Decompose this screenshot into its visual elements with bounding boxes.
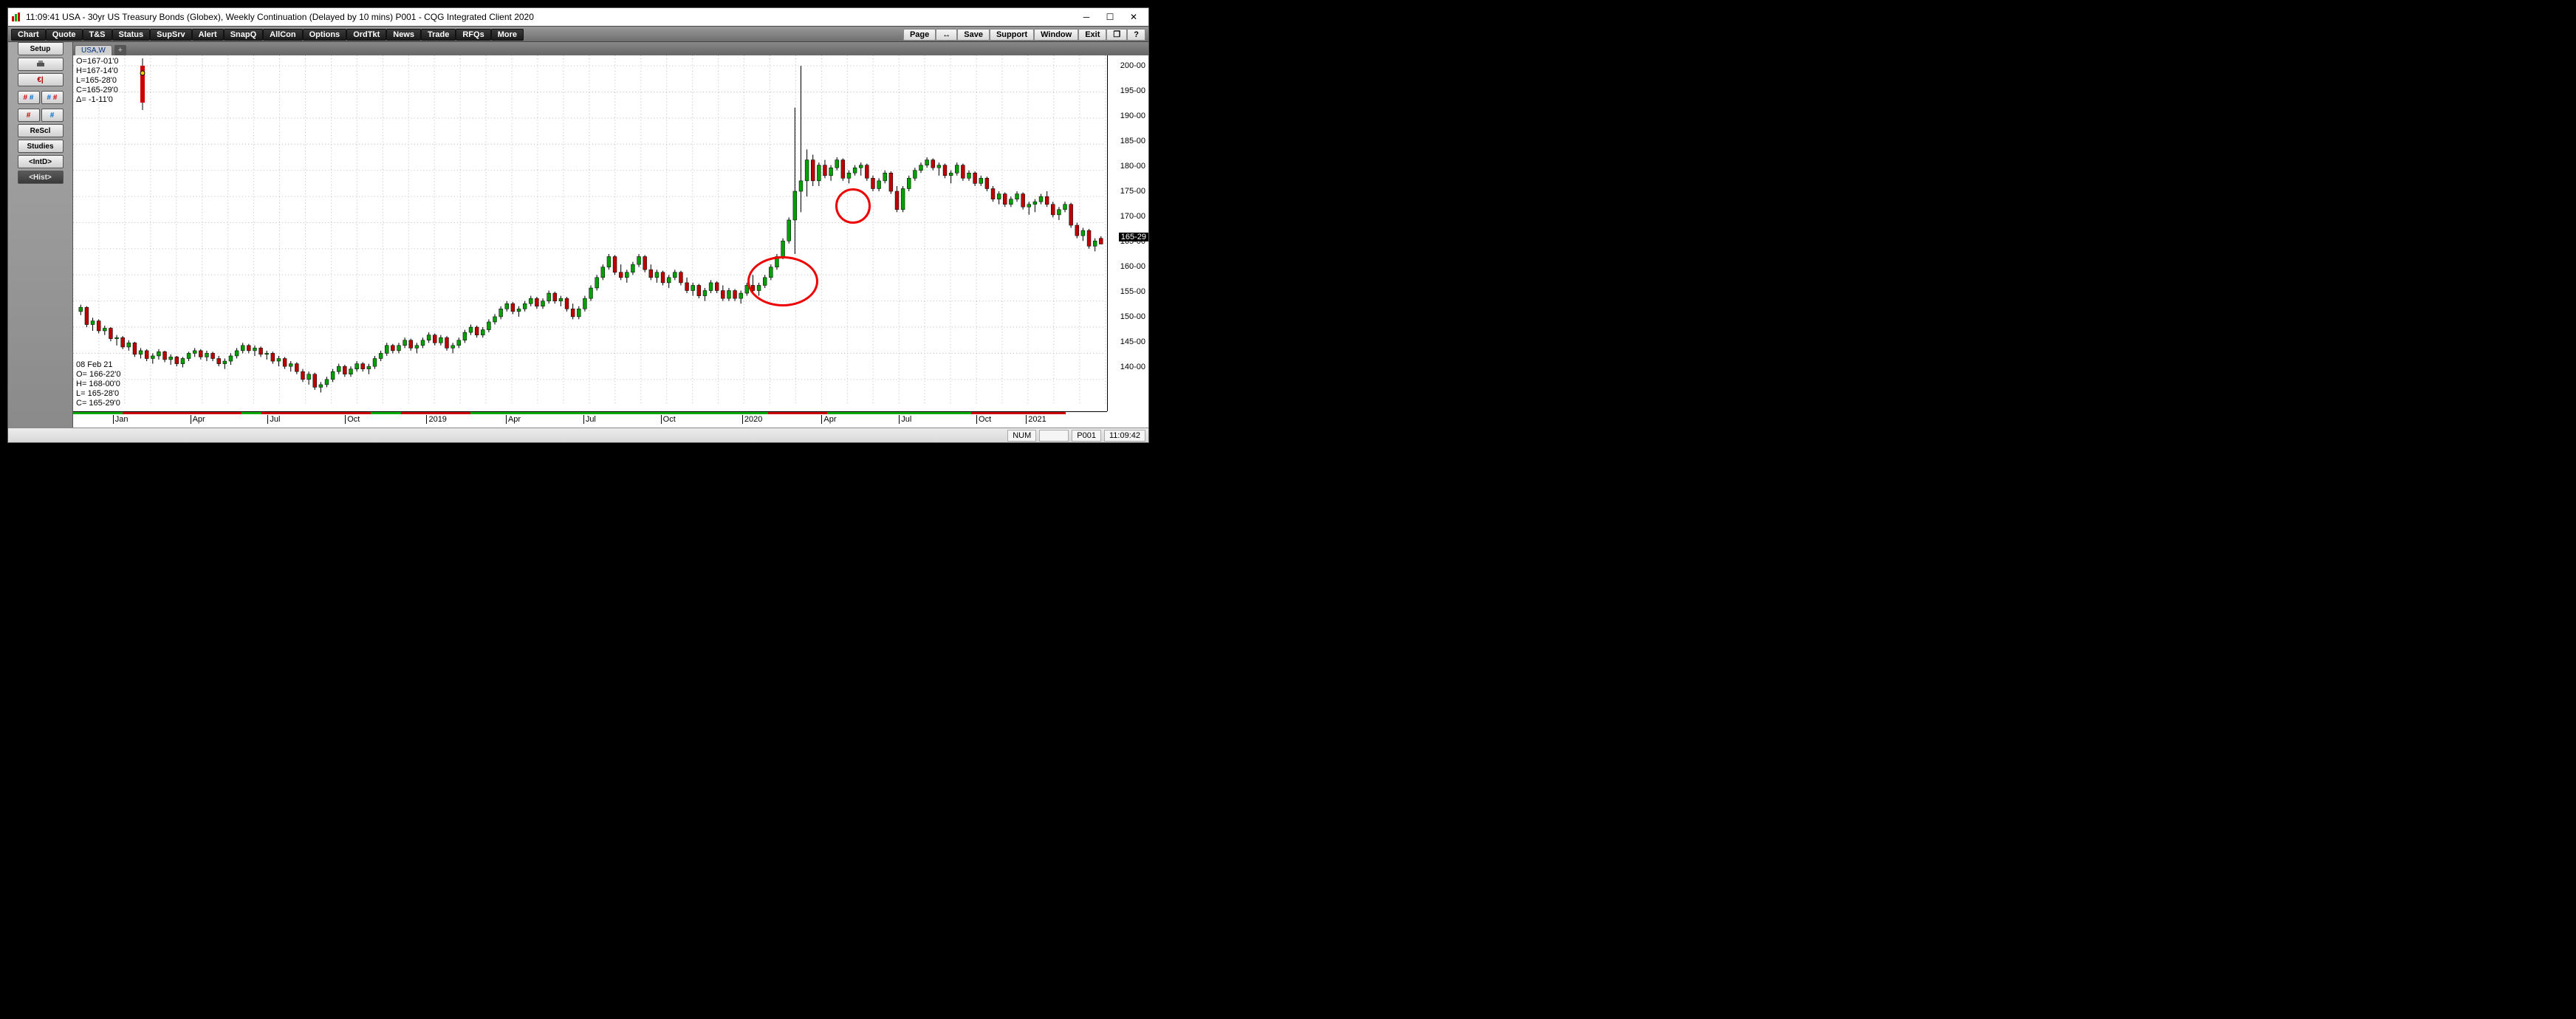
candlestick-chart[interactable]	[73, 55, 1148, 422]
rmenu-exit[interactable]: Exit	[1078, 29, 1106, 41]
current-bar-marker	[140, 58, 145, 110]
chart-panel: USA,W + O=167-01'0H=167-14'0L=165-28'0C=…	[73, 42, 1148, 428]
grid-blue-button[interactable]: #	[41, 109, 64, 122]
historical-button[interactable]: <Hist>	[18, 171, 64, 184]
y-axis[interactable]: 140-00145-00150-00155-00160-00165-00170-…	[1107, 55, 1148, 411]
app-icon	[11, 12, 21, 22]
status-time: 11:09:42	[1104, 430, 1145, 442]
menu-rfqs[interactable]: RFQs	[456, 29, 490, 41]
menu-quote[interactable]: Quote	[46, 29, 83, 41]
status-num: NUM	[1007, 430, 1036, 442]
currency-button[interactable]: €|	[18, 73, 64, 86]
print-button[interactable]	[18, 58, 64, 71]
menu-status[interactable]: Status	[112, 29, 151, 41]
chart-area[interactable]: O=167-01'0H=167-14'0L=165-28'0C=165-29'0…	[73, 55, 1148, 428]
minimize-button[interactable]: ─	[1075, 10, 1098, 24]
menu-trade[interactable]: Trade	[421, 29, 456, 41]
grid-blue-red-button[interactable]: # #	[41, 91, 64, 104]
menu-allcon[interactable]: AllCon	[263, 29, 302, 41]
main-toolbar: ChartQuoteT&SStatusSupSrvAlertSnapQAllCo…	[8, 26, 1148, 42]
menu-ordtkt[interactable]: OrdTkt	[346, 29, 386, 41]
studies-button[interactable]: Studies	[18, 140, 64, 153]
menu-chart[interactable]: Chart	[11, 29, 46, 41]
grid-red-button[interactable]: #	[18, 109, 40, 122]
ohlc-readout-bottom: 08 Feb 21O= 166-22'0H= 168-00'0L= 165-28…	[76, 360, 121, 408]
menu-news[interactable]: News	[386, 29, 421, 41]
menu-t&s[interactable]: T&S	[83, 29, 112, 41]
x-axis[interactable]: JanAprJulOct2019AprJulOct2020AprJulOct20…	[73, 411, 1107, 428]
menu-alert[interactable]: Alert	[192, 29, 224, 41]
menu-supsrv[interactable]: SupSrv	[150, 29, 192, 41]
menu-snapq[interactable]: SnapQ	[224, 29, 263, 41]
title-bar: 11:09:41 USA - 30yr US Treasury Bonds (G…	[8, 8, 1148, 26]
chart-tabstrip: USA,W +	[73, 42, 1148, 55]
rmenu-support[interactable]: Support	[990, 29, 1034, 41]
intraday-button[interactable]: <IntD>	[18, 155, 64, 168]
app-window: 11:09:41 USA - 30yr US Treasury Bonds (G…	[7, 7, 1149, 443]
close-button[interactable]: ✕	[1122, 10, 1145, 24]
rmenu-?[interactable]: ?	[1127, 29, 1145, 41]
last-price-marker: 165-29	[1119, 233, 1148, 241]
ohlc-readout-top: O=167-01'0H=167-14'0L=165-28'0C=165-29'0…	[76, 57, 118, 105]
rmenu-save[interactable]: Save	[957, 29, 990, 41]
rmenu-↔[interactable]: ↔	[936, 29, 957, 41]
status-blank	[1039, 430, 1069, 442]
rmenu-page[interactable]: Page	[903, 29, 936, 41]
setup-button[interactable]: Setup	[18, 42, 64, 55]
grid-red-blue-button[interactable]: # #	[18, 91, 40, 104]
chart-tab[interactable]: USA,W	[75, 45, 112, 55]
rmenu-window[interactable]: Window	[1034, 29, 1078, 41]
maximize-button[interactable]: ☐	[1098, 10, 1122, 24]
status-page: P001	[1072, 430, 1101, 442]
rescale-button[interactable]: ReScl	[18, 124, 64, 137]
window-title: 11:09:41 USA - 30yr US Treasury Bonds (G…	[26, 12, 534, 22]
add-tab-button[interactable]: +	[114, 45, 126, 55]
menu-more[interactable]: More	[491, 29, 524, 41]
rmenu-❐[interactable]: ❐	[1106, 29, 1127, 41]
left-sidebar: Setup €| # # # # # # ReScl Studies <IntD…	[8, 42, 73, 428]
menu-options[interactable]: Options	[303, 29, 347, 41]
status-bar: NUM P001 11:09:42	[8, 428, 1148, 442]
